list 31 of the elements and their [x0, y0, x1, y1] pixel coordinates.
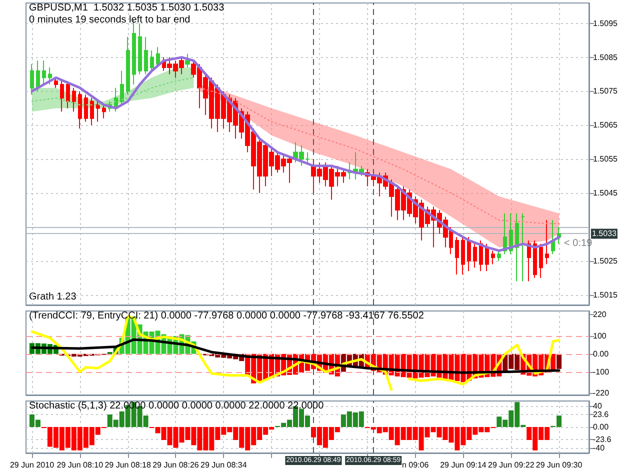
y-tick-label: 1.5045 [593, 188, 618, 198]
y-tick-label: 220 [593, 310, 607, 320]
x-tick-label: 29 Jun 08:10 [56, 460, 104, 469]
text: 0 minutes 19 seconds left to bar end [29, 14, 190, 26]
y-tick-label: -23.6 [593, 434, 612, 444]
y-tick-label: 0.00 [593, 422, 610, 432]
y-tick-label: -220 [593, 388, 610, 398]
y-tick-label: 1.5085 [593, 52, 618, 62]
y-tick-label: 0.00 [593, 349, 610, 358]
x-tick-label: 29 Jun 08:34 [200, 460, 248, 469]
y-tick-label: 1.5025 [593, 256, 618, 266]
y-tick-label: -40 [593, 443, 606, 452]
y-tick-label: 1.5065 [593, 120, 618, 130]
y-tick-label: 1.5055 [593, 154, 618, 164]
ref-line-label: 1.5033 [592, 229, 618, 238]
y-tick-label: 40 [593, 402, 602, 411]
chart-title: (TrendCCI: 79, EntryCCI: 21) 0.0000 -77.9768 0.0000 0.0000 -77.9768 -93.4167 76.5502 [29, 310, 424, 322]
x-tick-label: 29 Jun 08:26 [152, 460, 200, 469]
y-tick-label: -100 [593, 367, 610, 376]
y-tick-label: 1.5095 [593, 18, 618, 28]
y-tick-label: 23.6 [593, 410, 610, 420]
x-tick-label: 29 Jun 09:30 [536, 460, 583, 469]
chart-title: GBPUSD,M1 1.5032 1.5035 1.5030 1.5033 [29, 2, 225, 14]
x-tick-label: n 09:06 [402, 460, 430, 469]
y-tick-label: 1.5015 [593, 290, 618, 300]
x-tick-label: 29 Jun 09:22 [488, 460, 535, 469]
x-tick-label: 29 Jun 2010 [10, 460, 55, 469]
x-tick-label: 29 Jun 09:14 [440, 460, 487, 469]
x-tick-label: 29 Jun 08:18 [104, 460, 152, 469]
y-tick-label: 100 [593, 332, 607, 341]
y-tick-label: 1.5075 [593, 86, 618, 96]
